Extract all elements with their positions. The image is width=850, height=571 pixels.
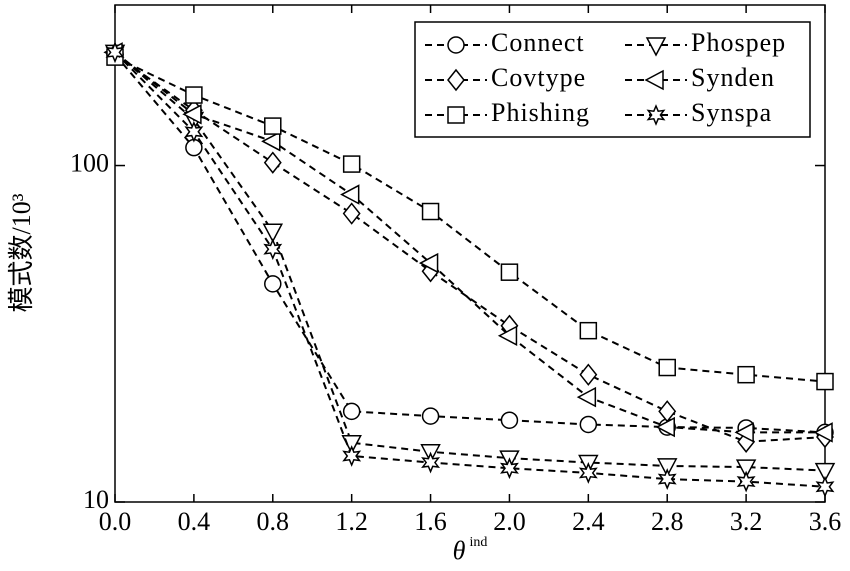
data-point xyxy=(576,386,597,408)
y-tick-label: 10 xyxy=(83,485,109,514)
legend-marker xyxy=(645,37,667,57)
x-tick-label: 0.8 xyxy=(257,507,290,536)
data-point xyxy=(500,411,519,429)
x-tick-label: 2.4 xyxy=(572,507,605,536)
legend-box xyxy=(414,21,811,138)
data-point xyxy=(184,120,204,143)
legend-label: Phishing xyxy=(491,98,590,127)
legend-label: Synspa xyxy=(691,98,772,127)
data-point xyxy=(263,151,282,174)
legend-label: Synden xyxy=(691,63,775,92)
data-point xyxy=(342,445,362,467)
data-point xyxy=(737,365,755,384)
data-point xyxy=(815,475,835,498)
x-axis-label: θ ind xyxy=(453,535,488,565)
x-label-symbol: θ xyxy=(453,536,466,565)
data-point xyxy=(421,202,440,221)
x-label-superscript: ind xyxy=(469,535,487,550)
data-point xyxy=(500,263,519,281)
legend-label: Connect xyxy=(491,28,585,57)
data-point xyxy=(342,155,361,173)
data-point xyxy=(418,252,439,274)
plot-frame xyxy=(114,4,826,503)
data-point xyxy=(340,184,360,205)
legend-marker xyxy=(447,106,465,124)
data-point xyxy=(579,321,598,340)
data-point xyxy=(264,117,282,135)
data-point xyxy=(182,104,202,125)
legend-label: Phospep xyxy=(691,28,786,57)
data-point xyxy=(816,372,834,391)
x-tick-label: 2.8 xyxy=(651,507,684,536)
x-tick-label: 1.2 xyxy=(335,507,368,536)
data-point xyxy=(342,402,361,421)
y-axis-label: 模式数/10³ xyxy=(7,193,36,312)
data-point xyxy=(658,358,676,377)
x-tick-label: 3.6 xyxy=(809,507,842,536)
legend-marker xyxy=(447,36,465,54)
series-line xyxy=(114,51,826,472)
x-tick-label: 0.0 xyxy=(99,507,132,536)
data-point xyxy=(342,202,361,225)
legend-marker xyxy=(646,104,666,126)
data-point xyxy=(105,41,125,64)
series-line xyxy=(114,56,826,383)
x-tick-label: 2.0 xyxy=(493,507,526,536)
data-point xyxy=(499,457,519,480)
legend-label: Covtype xyxy=(491,63,586,92)
data-point xyxy=(656,458,678,478)
x-tick-label: 0.4 xyxy=(178,507,211,536)
data-point xyxy=(813,422,833,443)
data-point xyxy=(655,416,675,438)
data-point xyxy=(734,422,754,443)
series-line xyxy=(114,53,826,443)
data-point xyxy=(261,131,281,152)
data-point xyxy=(421,451,441,474)
y-tick-label: 100 xyxy=(70,149,109,178)
x-tick-label: 3.2 xyxy=(730,507,763,536)
series-line xyxy=(114,51,826,488)
data-point xyxy=(578,462,598,484)
data-point xyxy=(421,407,440,425)
data-point xyxy=(185,86,203,104)
legend-marker xyxy=(447,68,465,92)
data-point xyxy=(497,325,518,346)
data-point xyxy=(579,363,598,386)
data-point xyxy=(262,223,284,243)
data-point xyxy=(657,468,677,490)
legend-marker xyxy=(644,69,664,91)
data-point xyxy=(735,459,757,479)
data-point xyxy=(579,415,598,434)
x-tick-label: 1.6 xyxy=(414,507,447,536)
data-point xyxy=(736,470,756,493)
data-point xyxy=(814,462,836,483)
data-point xyxy=(263,238,283,261)
series-line xyxy=(114,51,825,434)
data-point xyxy=(264,275,282,293)
